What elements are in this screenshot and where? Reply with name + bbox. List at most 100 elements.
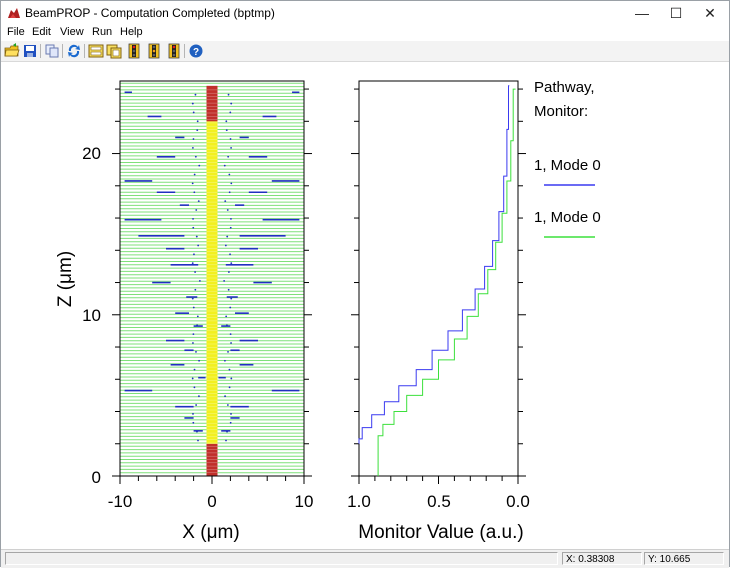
traffic-light-icon[interactable] (146, 43, 162, 59)
field-dot (227, 288, 230, 291)
field-dot (196, 430, 198, 433)
field-dot (227, 155, 230, 158)
legend-title-line2: Monitor: (534, 103, 588, 120)
field-dot (230, 147, 232, 149)
plot-canvas[interactable]: -10 0 10 0 10 20 X (μm) Z (μm) 1.0 0.5 0… (1, 62, 729, 549)
field-dot (224, 395, 226, 398)
plot-area[interactable]: -10 0 10 0 10 20 X (μm) Z (μm) 1.0 0.5 0… (1, 62, 729, 549)
toolbar-separator (184, 44, 185, 58)
legend-entry-label: 1, Mode 0 (534, 209, 601, 226)
field-dot (229, 111, 232, 114)
field-dot (227, 93, 230, 96)
toolbar-separator (62, 44, 63, 58)
y-coordinate-readout: Y: 10.665 (644, 552, 724, 565)
field-dot (192, 421, 195, 424)
field-dot (193, 386, 196, 389)
field-dot (192, 306, 195, 309)
view-icon[interactable] (106, 43, 122, 59)
field-dot (194, 93, 197, 96)
field-dot (193, 253, 195, 256)
field-dot (223, 280, 226, 282)
field-dot (191, 262, 194, 265)
plot-icon[interactable] (88, 43, 104, 59)
monitor-x-tick-label: 0.0 (506, 492, 530, 511)
field-dot (193, 368, 196, 371)
open-icon[interactable] (4, 43, 20, 59)
title-bar[interactable]: BeamPROP - Computation Completed (bptmp)… (1, 1, 729, 25)
field-dot (196, 129, 199, 132)
field-dot (193, 173, 196, 176)
menu-view[interactable]: View (60, 26, 84, 38)
field-dot (198, 359, 200, 362)
traffic-light-icon[interactable] (126, 43, 142, 59)
y-axis-label: Z (μm) (55, 251, 76, 307)
field-dot (230, 377, 233, 380)
menu-bar: File Edit View Run Help (1, 25, 729, 41)
core-segment-red (206, 85, 218, 122)
field-dot (192, 226, 195, 229)
field-dot (228, 271, 230, 273)
field-dot (228, 173, 231, 176)
field-dot (192, 217, 194, 220)
traffic-light-icon[interactable] (166, 43, 182, 59)
legend-title-line1: Pathway, (534, 79, 595, 96)
menu-file[interactable]: File (7, 26, 25, 38)
menu-help[interactable]: Help (120, 26, 143, 38)
minimize-button[interactable]: — (625, 1, 659, 25)
field-plot: -10 0 10 0 10 20 X (μm) Z (μm) (55, 80, 314, 543)
maximize-icon: ☐ (669, 4, 683, 21)
copy-icon[interactable] (44, 43, 60, 59)
field-dot (224, 200, 227, 203)
field-dot (229, 253, 231, 256)
field-dot (226, 235, 229, 238)
field-dot (196, 315, 199, 318)
legend-entry-label: 1, Mode 0 (534, 157, 601, 174)
field-dot (195, 404, 198, 406)
field-dot (225, 129, 228, 132)
status-message-panel (5, 552, 558, 565)
field-dot (229, 306, 232, 309)
field-dot (198, 395, 200, 398)
field-dot (230, 182, 233, 185)
svg-text:?: ? (193, 47, 199, 58)
field-dot (227, 350, 229, 353)
field-dot (230, 102, 233, 105)
save-icon[interactable] (22, 43, 38, 59)
field-dot (197, 439, 199, 442)
field-dot (230, 217, 232, 220)
monitor-plot: 1.0 0.5 0.0 Monitor Value (a.u.) (347, 80, 530, 543)
close-icon: ✕ (704, 4, 716, 21)
field-dot (224, 244, 227, 247)
field-dot (192, 138, 195, 140)
field-dot (225, 315, 228, 318)
field-dot (193, 191, 196, 194)
field-dot (191, 102, 194, 105)
field-dot (194, 155, 197, 158)
field-dot (223, 164, 226, 167)
field-dot (228, 191, 231, 194)
y-tick-label: 20 (82, 144, 101, 163)
field-dot (229, 226, 232, 229)
field-dot (195, 235, 198, 238)
field-dot (225, 120, 228, 123)
field-dot (230, 297, 233, 300)
field-dot (191, 182, 194, 185)
maximize-button[interactable]: ☐ (659, 1, 693, 25)
beamprop-logo-icon (8, 8, 20, 18)
run-icon[interactable] (66, 43, 82, 59)
x-tick-label: 0 (207, 492, 216, 511)
help-icon[interactable]: ? (188, 43, 204, 59)
toolbar-separator (40, 44, 41, 58)
waveguide-core (206, 85, 218, 477)
field-dot (196, 120, 199, 123)
y-tick-label: 10 (82, 306, 101, 325)
menu-run[interactable]: Run (92, 26, 113, 38)
menu-edit[interactable]: Edit (32, 26, 51, 38)
field-dot (224, 359, 226, 362)
monitor-series-blue (358, 85, 510, 444)
close-button[interactable]: ✕ (693, 1, 727, 25)
x-tick-label: 10 (295, 492, 314, 511)
field-dot (197, 200, 200, 203)
field-dot (192, 333, 195, 336)
field-dot (191, 377, 194, 380)
